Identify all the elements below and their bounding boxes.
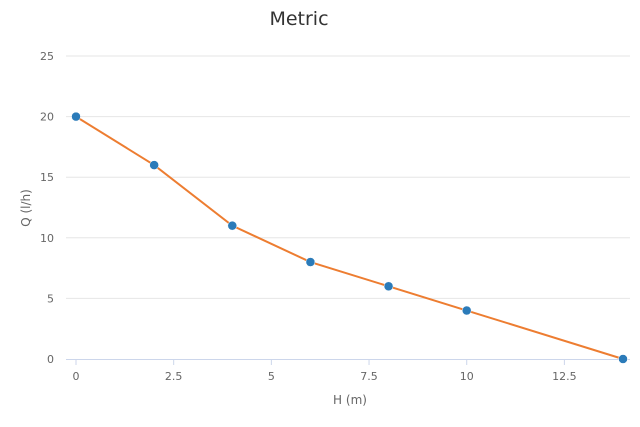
y-tick-label: 25: [40, 50, 54, 63]
x-tick-label: 2.5: [165, 370, 183, 383]
data-point: [461, 305, 472, 316]
data-point: [71, 111, 81, 122]
y-tick-label: 0: [47, 353, 54, 366]
y-tick-label: 20: [40, 111, 54, 124]
data-point: [149, 160, 159, 170]
y-tick-label: 15: [40, 171, 54, 184]
data-point: [618, 354, 628, 364]
data-point: [383, 281, 394, 292]
x-axis-label: H (m): [333, 393, 367, 407]
x-tick-label: 7.5: [360, 370, 378, 383]
y-axis-ticks: 0 5 10 15 20 25: [40, 50, 54, 366]
data-point: [227, 220, 238, 231]
x-tick-label: 12.5: [552, 370, 577, 383]
series-layer: [71, 111, 628, 364]
chart-title: Metric: [269, 8, 328, 30]
x-axis-ticks: 0 2.5 5 7.5 10 12.5: [73, 359, 577, 383]
y-tick-label: 10: [40, 232, 54, 245]
y-tick-label: 5: [47, 292, 54, 305]
data-point: [305, 257, 316, 267]
gridlines: [66, 55, 630, 299]
x-tick-label: 5: [268, 370, 275, 383]
x-tick-label: 10: [460, 370, 474, 383]
y-axis-label: Q (l/h): [19, 189, 33, 227]
x-tick-label: 0: [73, 370, 80, 383]
